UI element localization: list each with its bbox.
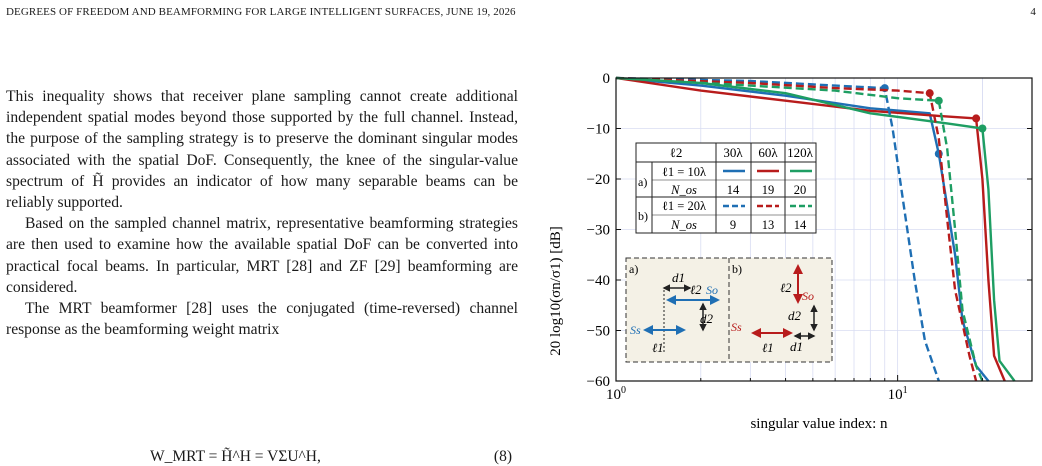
table-row-b-label: ℓ1 = 20λ — [662, 199, 706, 213]
table-header-l2: ℓ2 — [670, 145, 683, 160]
inset-b-l1: ℓ1 — [762, 341, 773, 355]
equation-8: W_MRT = H̃^H = VΣU^H, (8) — [150, 448, 512, 466]
y-axis-label: 20 log10(σn/σ1) [dB] — [548, 226, 564, 356]
table-row-a-group: a) — [638, 175, 647, 189]
table-a-60: 19 — [762, 183, 775, 197]
y-tick-label: −60 — [587, 374, 610, 390]
inset-a-Ss: Ss — [630, 323, 641, 337]
knee-marker-2 — [972, 114, 981, 123]
inset-a-So: So — [706, 283, 718, 297]
y-tick-label: −50 — [587, 324, 610, 340]
table-row-a-label: ℓ1 = 10λ — [662, 165, 706, 179]
table-row-a-sub: N_os — [670, 183, 697, 197]
inset-a-d2: d2 — [700, 311, 714, 326]
inset-b-Ss: Ss — [731, 320, 742, 334]
knee-marker-3 — [978, 124, 987, 133]
table-b-30: 9 — [730, 218, 736, 232]
table-b-120: 14 — [794, 218, 807, 232]
inset-a-d1: d1 — [672, 270, 685, 285]
x-tick-label: 100 — [606, 385, 626, 403]
inset-a-l2: ℓ2 — [690, 283, 701, 297]
inset-b-So: So — [802, 289, 814, 303]
inset-b-l2: ℓ2 — [780, 281, 791, 295]
x-tick-label: 101 — [888, 385, 908, 403]
series-line-4 — [615, 76, 940, 382]
equation-body: W_MRT = H̃^H = VΣU^H, — [150, 448, 321, 465]
x-axis-label: singular value index: n — [750, 416, 888, 432]
running-title: DEGREES OF FREEDOM AND BEAMFORMING FOR L… — [6, 6, 516, 18]
table-row-b-group: b) — [638, 209, 648, 223]
table-a-120: 20 — [794, 183, 807, 197]
page-header: DEGREES OF FREEDOM AND BEAMFORMING FOR L… — [6, 6, 1036, 18]
paragraph-1: This inequality shows that receiver plan… — [6, 88, 518, 212]
knee-marker-6 — [934, 96, 943, 105]
y-tick-label: 0 — [603, 71, 611, 87]
series-line-1 — [615, 76, 990, 382]
inset-a-l1: ℓ1 — [652, 341, 663, 355]
table-header-120: 120λ — [787, 145, 814, 160]
table-header-30: 30λ — [723, 145, 743, 160]
paragraph-3: The MRT beamformer [28] uses the conjuga… — [6, 300, 518, 339]
series-group — [615, 76, 1016, 382]
series-line-5 — [615, 76, 978, 382]
knee-marker-5 — [925, 89, 934, 98]
table-b-60: 13 — [762, 218, 775, 232]
page-number: 4 — [1030, 6, 1036, 18]
table-header-60: 60λ — [758, 145, 778, 160]
paragraph-2: Based on the sampled channel matrix, rep… — [6, 215, 518, 296]
y-tick-label: −30 — [587, 223, 610, 239]
y-tick-label: −40 — [587, 273, 610, 289]
legend-table: ℓ2 30λ 60λ 120λ a) ℓ1 = 10λ N_os 14 19 2… — [635, 142, 817, 234]
table-row-b-sub: N_os — [670, 218, 697, 232]
inset-a-tag: a) — [629, 262, 638, 276]
text-column: This inequality shows that receiver plan… — [6, 86, 518, 340]
series-line-3 — [615, 76, 1016, 382]
axes — [615, 77, 1033, 382]
inset-b-d1: d1 — [790, 339, 803, 354]
equation-number: (8) — [493, 448, 512, 465]
geometry-inset: a) d1 ℓ2 So d2 Ss ℓ1 b) ℓ2 So d2 Ss ℓ1 d… — [625, 257, 833, 363]
inset-b-d2: d2 — [788, 308, 802, 323]
y-tick-label: −10 — [587, 122, 610, 138]
series-line-2 — [615, 76, 1006, 382]
series-line-6 — [615, 76, 984, 382]
table-a-30: 14 — [727, 183, 740, 197]
y-tick-label: −20 — [587, 172, 610, 188]
inset-b-tag: b) — [732, 262, 742, 276]
